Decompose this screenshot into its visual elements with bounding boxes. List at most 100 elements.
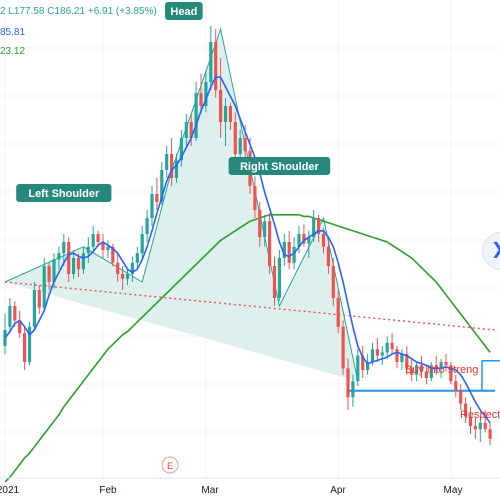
candle-body: [429, 365, 433, 378]
candle-body: [199, 93, 203, 106]
candle-body: [292, 246, 296, 263]
candle-body: [62, 242, 66, 254]
candle-body: [18, 320, 22, 334]
candle-body: [468, 416, 473, 426]
candle-body: [410, 368, 414, 375]
ohlc-legend: 2 L177.58 C186.21 +6.91 (+3.85%): [0, 6, 157, 17]
candle-body: [302, 234, 306, 244]
candle-body: [277, 258, 281, 298]
candle-body: [253, 186, 257, 210]
candle-body: [238, 138, 242, 154]
candle-body: [268, 221, 272, 266]
candle-body: [444, 362, 448, 366]
candle-body: [42, 266, 46, 308]
candle-body: [116, 262, 120, 274]
candle-body: [336, 298, 340, 327]
ma-fast-line: [4, 76, 491, 424]
candle-body: [439, 362, 443, 369]
candle-body: [101, 242, 105, 250]
candle-body: [228, 106, 232, 122]
candle-body: [478, 422, 482, 430]
candle-body: [57, 253, 61, 260]
candle-body: [72, 258, 76, 274]
candle-body: [86, 246, 90, 254]
candle-body: [356, 355, 360, 382]
candle-body: [419, 365, 424, 372]
candle-body: [52, 259, 56, 282]
left-shoulder-label-bg: [16, 184, 112, 202]
earnings-marker-icon: [161, 456, 179, 474]
candle-body: [170, 154, 174, 178]
candle-body: [179, 138, 183, 161]
annotation-buy: Buy into streng: [405, 364, 478, 376]
candle-body: [483, 422, 487, 430]
ma-slow-line: [4, 214, 491, 483]
candle-body: [307, 237, 311, 244]
candle-body: [400, 354, 404, 362]
candle-body: [37, 290, 41, 308]
candle-body: [165, 154, 169, 170]
candle-body: [488, 429, 492, 439]
candle-body: [370, 349, 375, 362]
candle-body: [405, 354, 409, 369]
candle-body: [366, 362, 370, 370]
candle-body: [140, 234, 144, 254]
candle-body: [361, 355, 365, 370]
candle-body: [351, 381, 355, 398]
candle-body: [243, 138, 247, 151]
x-tick-label: Apr: [330, 485, 346, 496]
candle-body: [155, 194, 159, 202]
candle-body: [449, 365, 453, 382]
ma-slow-value: 23.12: [0, 46, 26, 57]
candle-body: [258, 210, 262, 238]
candle-body: [282, 242, 286, 258]
candle-body: [223, 106, 228, 122]
annotation-respect: Respect: [460, 409, 500, 421]
candle-body: [145, 218, 149, 234]
candle-body: [233, 122, 237, 154]
candle-body: [184, 122, 188, 138]
candle-body: [32, 290, 36, 327]
pattern-area: [5, 29, 358, 382]
candle-body: [121, 274, 125, 279]
ma-fast-value: 85.81: [0, 27, 26, 38]
candle-body: [375, 349, 379, 356]
candle-body: [395, 349, 399, 362]
candle-body: [67, 242, 71, 274]
candle-body: [346, 368, 350, 398]
candle-body: [96, 234, 100, 242]
candle-body: [263, 221, 267, 238]
candle-body: [23, 333, 27, 362]
earnings-marker-label: E: [167, 461, 173, 471]
candle-body: [150, 194, 154, 218]
x-tick-label: Feb: [99, 485, 117, 496]
candle-body: [160, 170, 164, 202]
candle-body: [106, 246, 110, 250]
candle-body: [47, 266, 51, 282]
candle-body: [473, 426, 477, 430]
candle-body: [331, 266, 335, 298]
candle-body: [297, 234, 301, 247]
right-shoulder-label-bg: [228, 157, 331, 175]
candle-body: [135, 253, 139, 263]
candle-body: [454, 381, 458, 391]
candle-body: [287, 242, 291, 263]
x-tick-label: Mar: [201, 485, 219, 496]
candle-body: [459, 390, 463, 404]
candle-body: [341, 326, 345, 369]
chevron-right-icon: ❯: [491, 241, 500, 259]
candle-body: [130, 262, 134, 274]
candle-body: [125, 274, 130, 279]
candle-body: [81, 253, 85, 270]
right-shoulder-label: Right Shoulder: [240, 161, 320, 173]
candle-body: [13, 306, 17, 321]
head-label-bg: [165, 2, 203, 20]
candle-body: [380, 352, 384, 356]
candle-body: [321, 234, 326, 247]
x-tick-label: 2021: [0, 485, 20, 496]
candle-body: [434, 365, 438, 369]
candle-body: [390, 342, 394, 350]
candle-body: [91, 234, 95, 247]
candle-body: [8, 306, 12, 327]
